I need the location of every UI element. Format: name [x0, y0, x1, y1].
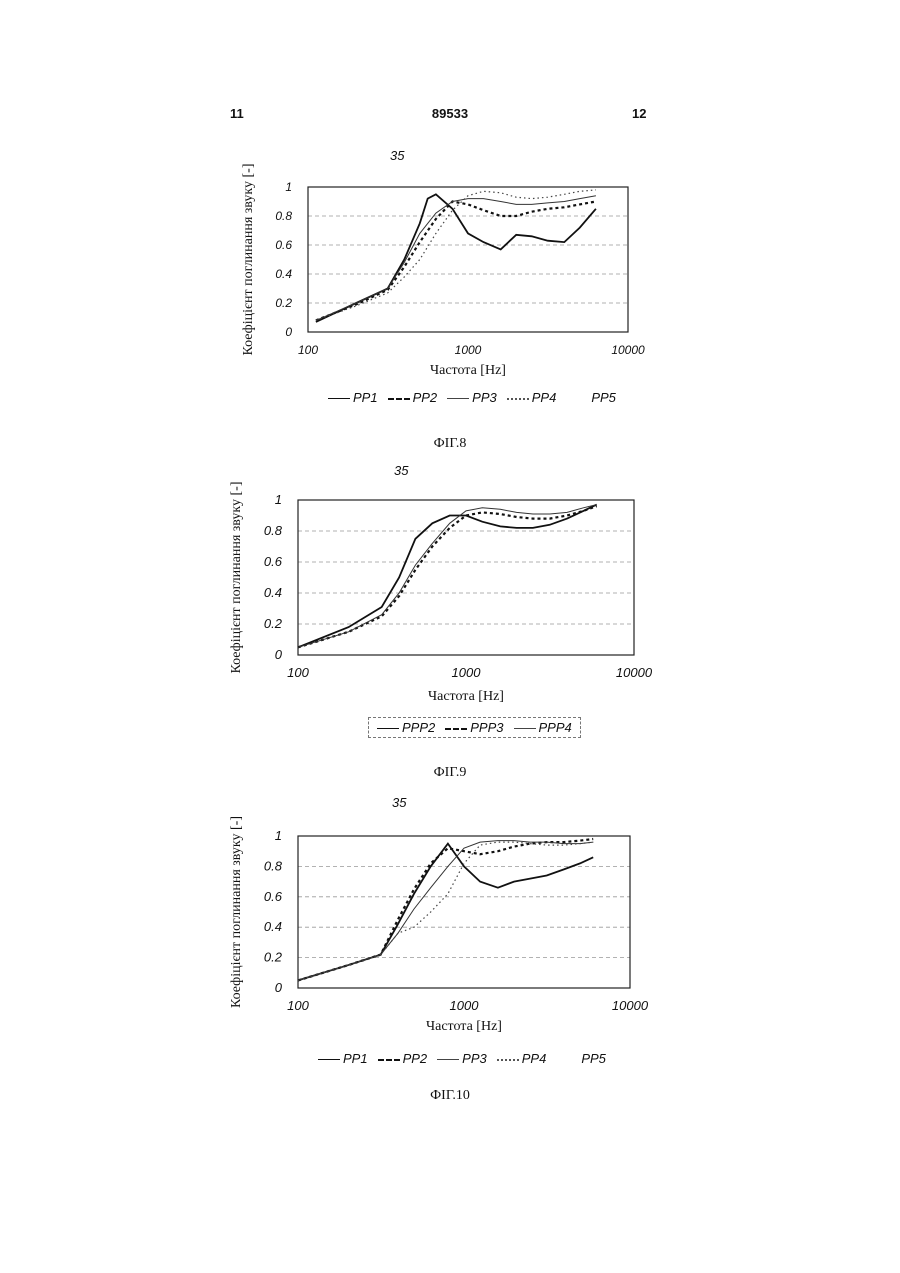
- legend-swatch: [378, 1059, 400, 1061]
- legend-label: PP2: [403, 1051, 428, 1066]
- series-line-pp1: [298, 844, 593, 981]
- figure-10-chart: 0 0.2 0.4 0.6 0.8 1 100 1000 10000 Частота [Hz] Ко…: [0, 0, 900, 1273]
- legend-swatch: [497, 1059, 519, 1061]
- y-tick-label: 0: [275, 980, 283, 995]
- y-tick-label: 0.6: [264, 889, 283, 904]
- y-tick-label: 0.4: [264, 919, 282, 934]
- series-line-pp4: [298, 842, 593, 980]
- legend-label: PP4: [522, 1051, 547, 1066]
- figure-10-caption: ФІГ.10: [0, 1088, 900, 1104]
- figure-10-legend: PP1 PP2 PP3 PP4 PP5: [318, 1051, 606, 1066]
- x-tick-label: 100: [287, 998, 309, 1013]
- legend-label: PP3: [462, 1051, 487, 1066]
- legend-swatch: [437, 1059, 459, 1060]
- legend-swatch: [318, 1059, 340, 1060]
- y-axis-label: Коефіцієнт поглинання звуку [-]: [229, 816, 244, 1008]
- y-tick-label: 0.2: [264, 950, 283, 965]
- series-line-pp2: [298, 839, 593, 980]
- legend-label: PP5: [581, 1051, 606, 1066]
- y-tick-label: 1: [275, 828, 282, 843]
- y-tick-label: 0.8: [264, 858, 283, 873]
- x-tick-label: 10000: [612, 998, 649, 1013]
- legend-label: PP1: [343, 1051, 368, 1066]
- x-axis-label: Частота [Hz]: [426, 1019, 502, 1034]
- series-line-pp3: [298, 841, 593, 981]
- x-tick-label: 1000: [450, 998, 480, 1013]
